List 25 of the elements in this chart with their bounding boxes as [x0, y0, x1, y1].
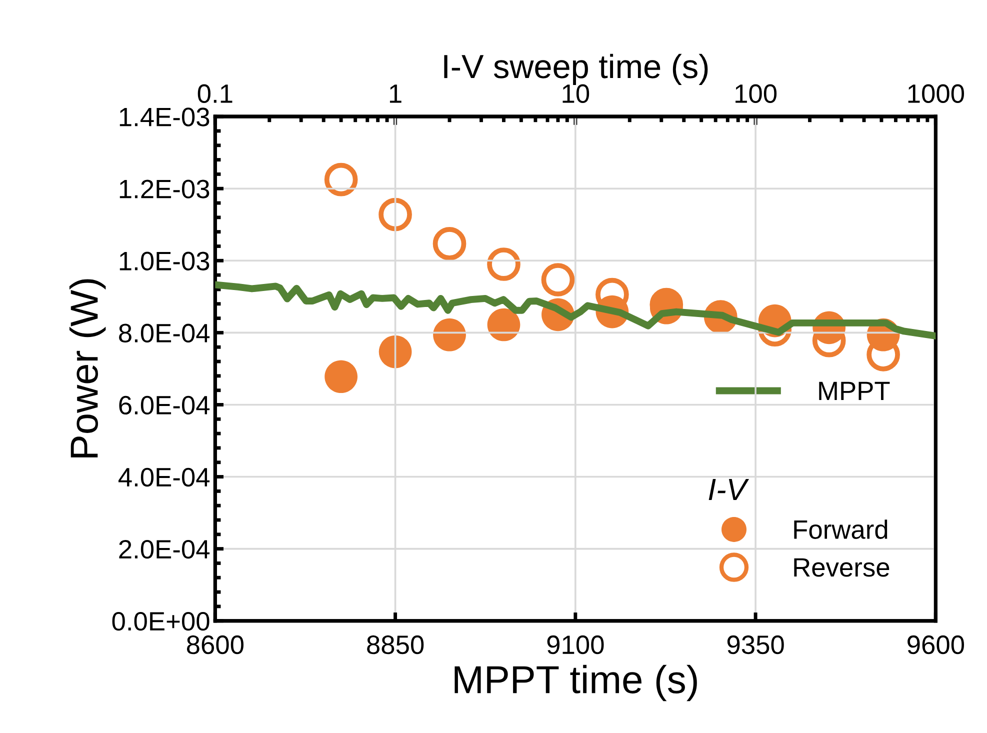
x2-tick-label: 1 — [390, 84, 402, 103]
x-tick-label: 9600 — [908, 635, 964, 654]
legend-label: Forward — [794, 520, 888, 539]
y-tick-label: 1.4E-03 — [120, 108, 210, 126]
y-tick-label: 6.0E-04 — [119, 396, 210, 415]
x-axis-title: MPPT time (s) — [454, 664, 697, 702]
x-tick-label: 8600 — [186, 635, 244, 654]
y-tick-label: 1.0E-03 — [120, 252, 210, 270]
y-tick-label: 1.2E-03 — [120, 180, 210, 198]
y-axis-title: Power (W) — [69, 279, 106, 458]
x-tick-label: 9100 — [547, 635, 604, 654]
x2-tick-label: 0.1 — [198, 84, 232, 103]
y-tick-label: 2.0E-04 — [119, 540, 210, 559]
x2-tick-label: 1000 — [908, 84, 964, 103]
legend-label: MPPT — [819, 382, 890, 400]
y-tick-label: 8.0E-04 — [119, 324, 210, 342]
x2-tick-label: 10 — [562, 84, 590, 103]
legend-title: I-V — [708, 479, 750, 500]
y-tick-label: 4.0E-04 — [118, 468, 210, 487]
y-tick-label: 0.0E+00 — [112, 612, 210, 631]
legend-label: Reverse — [794, 558, 890, 577]
x-tick-label: 8850 — [367, 635, 424, 654]
x2-tick-label: 100 — [736, 84, 777, 103]
x2-axis-title: I-V sweep time (s) — [444, 54, 708, 85]
x-tick-label: 9350 — [727, 635, 784, 654]
